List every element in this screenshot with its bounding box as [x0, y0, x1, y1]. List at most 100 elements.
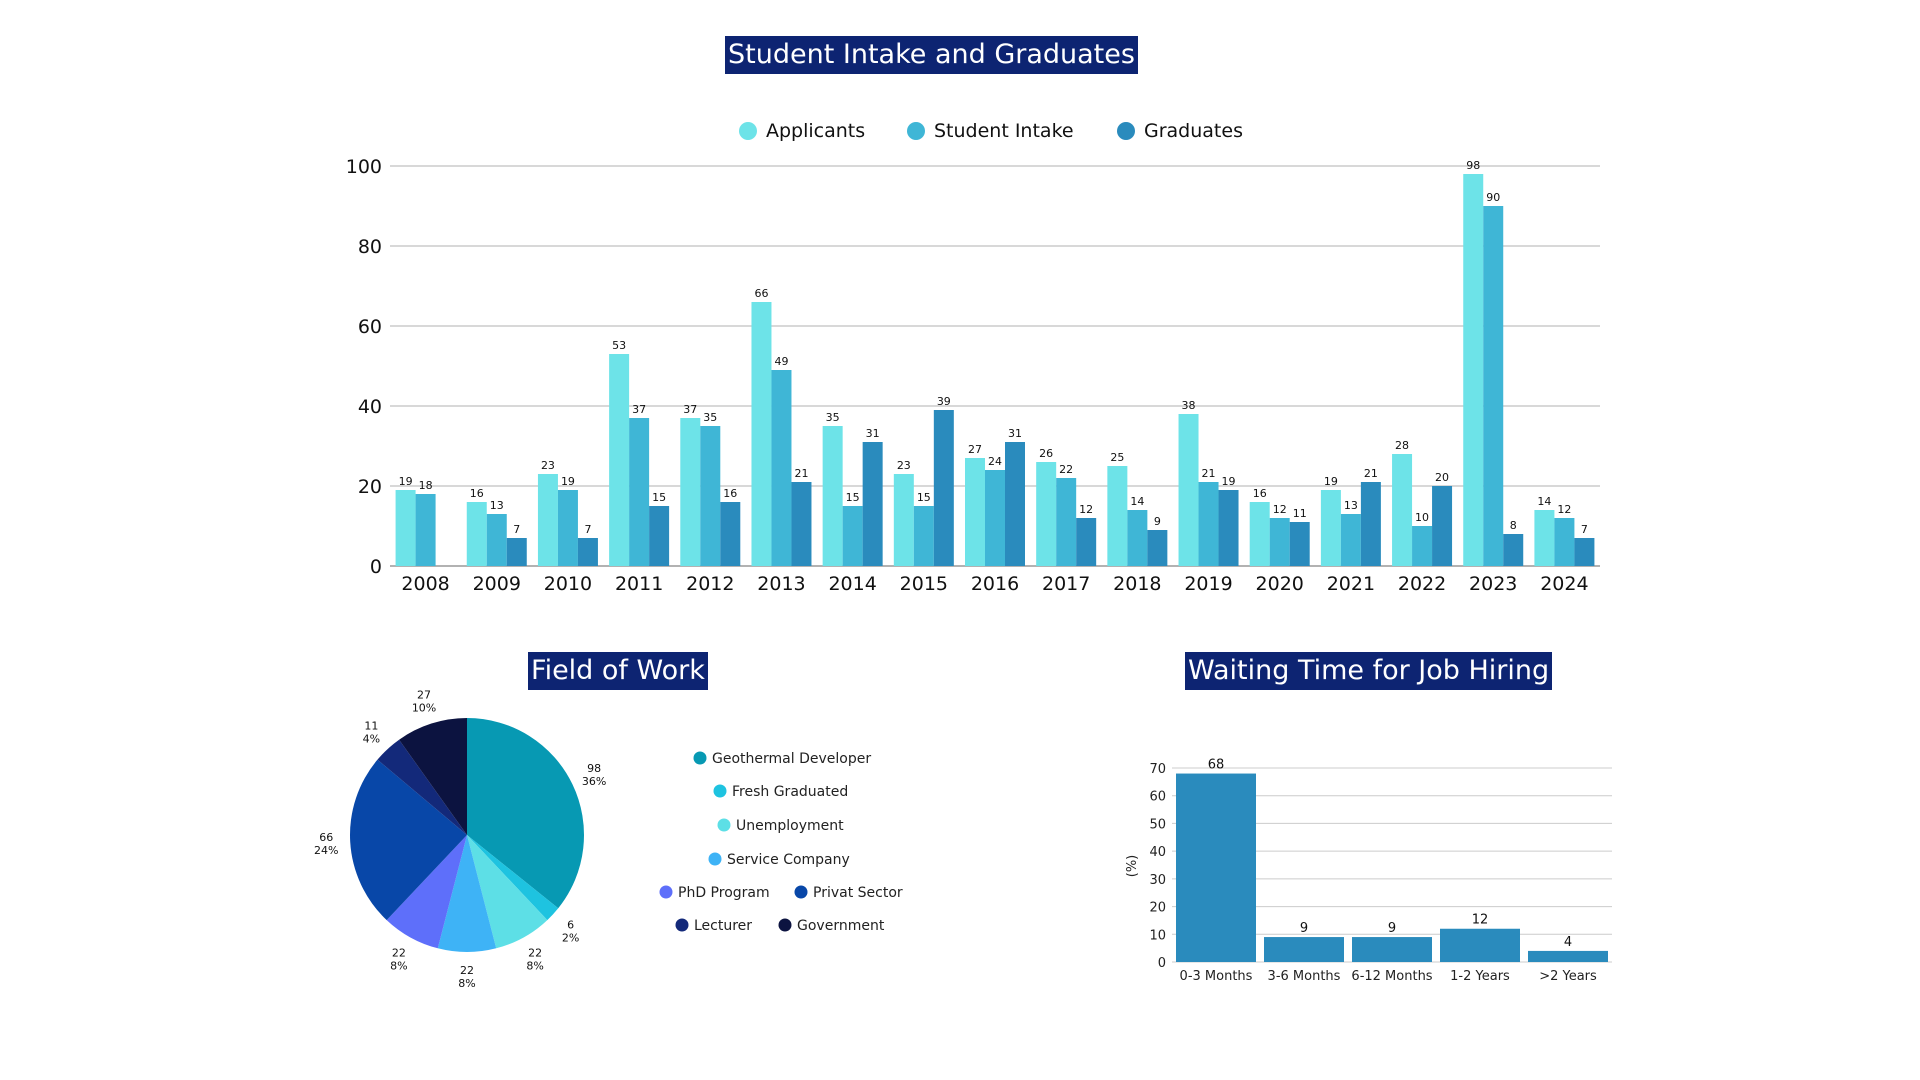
legend-marker [1117, 122, 1135, 140]
data-label: 25 [1110, 451, 1124, 464]
bar [720, 502, 741, 566]
data-label: 90 [1486, 191, 1500, 204]
data-label: 68 [1208, 758, 1225, 773]
bar [1076, 518, 1097, 566]
data-label: 11 [1293, 507, 1307, 520]
x-tick-label: 6-12 Months [1351, 969, 1432, 984]
y-tick-label: 20 [1149, 901, 1166, 916]
pie-slice [399, 718, 467, 835]
x-tick-label: 2018 [1113, 573, 1161, 595]
bar [1528, 950, 1608, 962]
slice-percent-label: 8% [390, 959, 407, 972]
data-label: 53 [612, 339, 626, 352]
data-label: 13 [1344, 499, 1358, 512]
y-tick-label: 50 [1149, 817, 1166, 832]
legend-label: Government [797, 918, 885, 934]
data-label: 12 [1472, 913, 1489, 928]
pie-slice [467, 718, 584, 909]
bar [1249, 502, 1270, 566]
pie-slice [467, 835, 559, 921]
data-label: 35 [703, 411, 717, 424]
legend-marker [713, 784, 727, 798]
slice-value-label: 27 [417, 689, 431, 702]
x-tick-label: 2015 [900, 573, 948, 595]
data-label: 18 [419, 479, 433, 492]
x-tick-label: 2016 [971, 573, 1019, 595]
data-label: 21 [1364, 467, 1378, 480]
legend-marker [717, 818, 731, 832]
bar [486, 514, 507, 566]
pie-slice [386, 835, 467, 949]
data-label: 15 [652, 491, 666, 504]
bar [1218, 490, 1239, 566]
bar [537, 474, 558, 566]
bar [415, 494, 436, 566]
bar [1554, 518, 1575, 566]
data-label: 7 [584, 523, 591, 536]
bar [1005, 442, 1025, 566]
y-tick-label: 30 [1149, 873, 1166, 888]
x-tick-label: 2022 [1398, 573, 1446, 595]
pie-slice [437, 835, 497, 953]
legend-label: Applicants [766, 120, 865, 142]
x-tick-label: 2014 [828, 573, 876, 595]
slice-value-label: 6 [567, 919, 574, 932]
x-tick-label: 2017 [1042, 573, 1090, 595]
bar [680, 418, 701, 566]
legend-label: Student Intake [934, 120, 1074, 142]
pie-slice [377, 739, 467, 835]
data-label: 19 [399, 475, 413, 488]
legend-label: Service Company [727, 852, 850, 868]
bar [1176, 773, 1256, 962]
legend-marker [693, 751, 707, 765]
data-label: 98 [1466, 159, 1480, 172]
bar [862, 442, 883, 566]
bar [1483, 206, 1504, 566]
data-label: 16 [1253, 487, 1267, 500]
data-label: 66 [754, 287, 768, 300]
bar [1147, 530, 1168, 566]
slice-value-label: 11 [364, 719, 378, 732]
y-tick-label: 80 [358, 236, 382, 258]
legend-marker [675, 918, 689, 932]
data-label: 26 [1039, 447, 1053, 460]
x-tick-label: >2 Years [1539, 969, 1597, 984]
bar [506, 538, 527, 566]
bar [822, 426, 843, 566]
bar [577, 538, 598, 566]
slice-value-label: 66 [319, 831, 333, 844]
legend-marker [907, 122, 925, 140]
slice-percent-label: 36% [582, 775, 606, 788]
x-tick-label: 2019 [1184, 573, 1232, 595]
y-axis-label: (%) [1125, 855, 1140, 878]
x-tick-label: 3-6 Months [1268, 969, 1341, 984]
legend-marker [739, 122, 757, 140]
bar [1107, 466, 1128, 566]
bar [985, 470, 1005, 566]
data-label: 39 [937, 395, 951, 408]
data-label: 19 [1324, 475, 1338, 488]
legend-marker [659, 885, 673, 899]
slice-value-label: 22 [392, 946, 406, 959]
data-label: 22 [1059, 463, 1073, 476]
slice-percent-label: 8% [526, 959, 543, 972]
x-tick-label: 2011 [615, 573, 663, 595]
bar [1178, 414, 1199, 566]
data-label: 15 [846, 491, 860, 504]
data-label: 31 [1008, 427, 1022, 440]
data-label: 28 [1395, 439, 1409, 452]
bar [1360, 482, 1381, 566]
data-label: 15 [917, 491, 931, 504]
bar [1127, 510, 1148, 566]
data-label: 23 [897, 459, 911, 472]
bar [791, 482, 812, 566]
x-tick-label: 2023 [1469, 573, 1517, 595]
bar [1440, 928, 1520, 962]
bar [1198, 482, 1219, 566]
bar [1574, 538, 1595, 566]
x-tick-label: 0-3 Months [1180, 969, 1253, 984]
bar [1392, 454, 1413, 566]
data-label: 14 [1537, 495, 1551, 508]
legend-label: Unemployment [736, 818, 844, 834]
x-tick-label: 2010 [544, 573, 592, 595]
